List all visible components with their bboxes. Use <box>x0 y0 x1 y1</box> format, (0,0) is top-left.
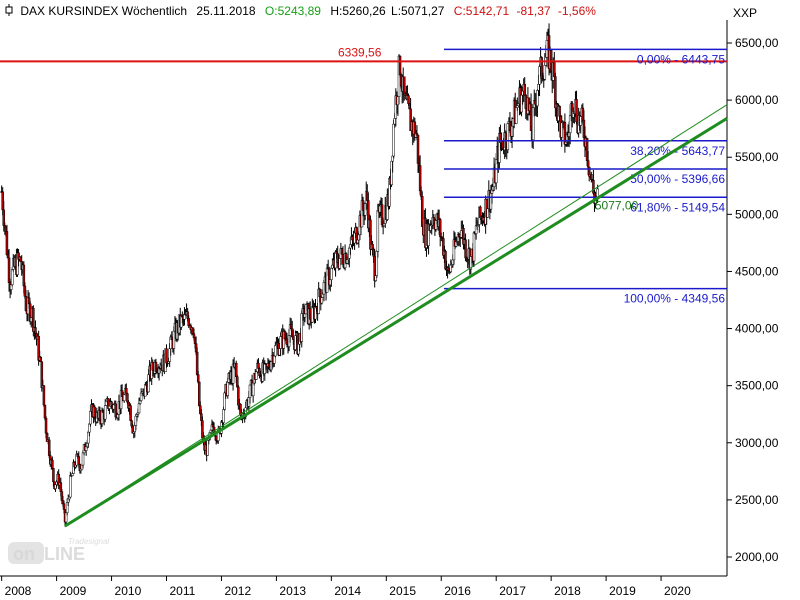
candle-body <box>407 95 410 104</box>
y-tick-label: 2500,00 <box>735 493 779 507</box>
y-tick-label: 3500,00 <box>735 379 779 393</box>
candle-body <box>172 330 176 349</box>
low-value: L:5071,27 <box>391 4 445 18</box>
x-tick-label: 2014 <box>334 584 361 598</box>
y-tick-label: 5500,00 <box>735 150 779 164</box>
candle-body <box>103 405 107 420</box>
y-tick-label: 5000,00 <box>735 207 779 221</box>
candle-body <box>586 160 590 168</box>
candle-body <box>398 55 402 76</box>
y-tick-label: 4500,00 <box>735 264 779 278</box>
candle-body <box>558 106 561 117</box>
candle-body <box>303 313 307 318</box>
candle-body <box>10 269 14 286</box>
candle-body <box>71 473 74 476</box>
candle-body <box>77 456 81 465</box>
candle-body <box>320 297 324 304</box>
ticker-label: XXP <box>733 6 757 20</box>
candle-body <box>543 65 547 80</box>
x-tick-label: 2016 <box>444 584 471 598</box>
candle-body <box>590 174 593 180</box>
trendline <box>64 104 728 527</box>
y-tick-label: 4000,00 <box>735 322 779 336</box>
candle-body <box>196 374 200 383</box>
candlestick-icon <box>5 4 13 16</box>
fib-level-label: 50,00% - 5396,66 <box>630 172 725 186</box>
x-tick-label: 2012 <box>224 584 251 598</box>
candle-body <box>420 196 424 227</box>
y-tick-label: 6500,00 <box>735 36 779 50</box>
change-percent: -1,56% <box>557 4 596 18</box>
x-tick-label: 2018 <box>554 584 581 598</box>
svg-text:LINE: LINE <box>44 544 85 564</box>
candle-body <box>318 288 321 298</box>
candle-body <box>279 336 282 349</box>
candle-body <box>330 267 333 280</box>
chart-title: DAX KURSINDEX Wöchentlich <box>20 4 188 18</box>
candle-body <box>523 84 526 96</box>
svg-text:Tradesignal: Tradesignal <box>68 537 109 546</box>
fib-level-label: 0,00% - 6443,75 <box>637 52 725 66</box>
x-tick-label: 2015 <box>389 584 416 598</box>
y-tick-label: 6000,00 <box>735 93 779 107</box>
candle-body <box>392 123 395 157</box>
close-value: C:5142,71 <box>453 4 510 18</box>
candle-body <box>596 188 599 198</box>
candle-body <box>472 232 476 262</box>
candle-body <box>222 409 225 423</box>
x-tick-label: 2019 <box>609 584 636 598</box>
candle-body <box>129 405 132 421</box>
candle-body <box>62 503 66 510</box>
watermark-logo: on LINE Tradesignal <box>8 537 109 564</box>
x-tick-label: 2020 <box>664 584 691 598</box>
trendline <box>64 117 728 528</box>
svg-text:on: on <box>13 544 35 564</box>
candle-body <box>464 239 467 259</box>
chart-date: 25.11.2018 <box>196 4 256 18</box>
low-point-label: 5077,00 <box>595 199 639 213</box>
open-value: O:5243,89 <box>264 4 321 18</box>
tradesignal-logo: on LINE Tradesignal <box>8 536 116 571</box>
x-tick-label: 2009 <box>60 584 87 598</box>
candle-body <box>226 382 230 396</box>
x-tick-label: 2017 <box>499 584 526 598</box>
y-tick-label: 3000,00 <box>735 436 779 450</box>
candle-body <box>274 345 277 357</box>
candle-body <box>415 133 419 136</box>
change-value: -81,37 <box>516 4 551 18</box>
chart-header: DAX KURSINDEX Wöchentlich 25.11.2018 O:5… <box>4 4 602 18</box>
candle-body <box>52 468 55 483</box>
candle-body <box>165 348 168 364</box>
candle-body <box>292 336 295 340</box>
fib-level-label: 100,00% - 4349,56 <box>624 292 726 306</box>
candle-body <box>44 417 48 434</box>
candle-body <box>248 384 252 398</box>
x-tick-label: 2008 <box>5 584 32 598</box>
x-tick-label: 2010 <box>115 584 142 598</box>
resistance-label: 6339,56 <box>338 45 382 59</box>
candle-body <box>39 357 42 362</box>
fib-level-label: 38,20% - 5643,77 <box>630 144 725 158</box>
x-tick-label: 2013 <box>279 584 306 598</box>
candle-body <box>69 475 72 498</box>
x-tick-label: 2011 <box>170 584 196 598</box>
price-series <box>0 23 599 527</box>
candle-body <box>42 385 46 406</box>
candle-body <box>43 404 47 419</box>
y-tick-label: 2000,00 <box>735 550 779 564</box>
high-value: H:5260,26 <box>330 4 386 18</box>
candle-body <box>51 459 54 469</box>
fib-level-label: 61,80% - 5149,54 <box>630 200 725 214</box>
